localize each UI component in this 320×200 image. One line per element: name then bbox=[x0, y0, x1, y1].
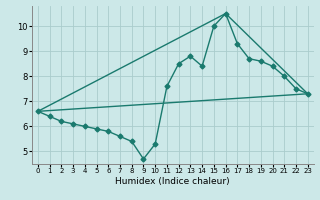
X-axis label: Humidex (Indice chaleur): Humidex (Indice chaleur) bbox=[116, 177, 230, 186]
